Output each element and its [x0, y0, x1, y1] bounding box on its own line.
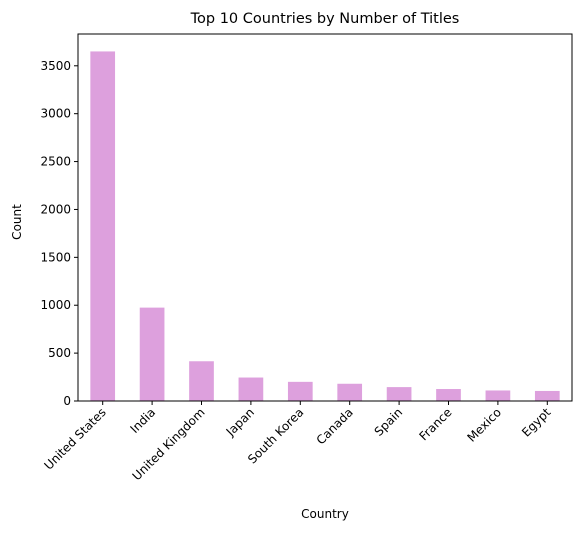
y-tick-label: 1500	[40, 250, 71, 264]
bar-japan	[238, 377, 264, 401]
bar-united-kingdom	[189, 361, 214, 401]
y-tick-label: 3500	[40, 59, 71, 73]
x-tick-label: United States	[41, 405, 108, 472]
chart-title: Top 10 Countries by Number of Titles	[190, 11, 460, 27]
x-axis-title: Country	[301, 507, 349, 521]
y-axis-ticks: 0 500 1000 1500 2000 2500 3000 3500	[40, 59, 78, 408]
y-tick-label: 2000	[40, 202, 71, 216]
x-tick-label: Egypt	[519, 405, 554, 440]
x-tick-label: Canada	[314, 405, 356, 447]
y-axis-title: Count	[10, 204, 24, 240]
y-tick-label: 1000	[40, 298, 71, 312]
x-tick-label: Mexico	[464, 405, 504, 445]
y-tick-label: 3000	[40, 107, 71, 121]
bar-mexico	[485, 390, 511, 401]
x-tick-label: India	[127, 405, 158, 436]
bar-canada	[337, 383, 363, 401]
bar-united-states	[90, 51, 116, 402]
y-tick-label: 500	[48, 346, 71, 360]
x-tick-label: Spain	[372, 405, 406, 439]
y-tick-label: 0	[63, 394, 71, 408]
plot-frame	[77, 33, 573, 402]
bar-india	[139, 307, 165, 401]
bars	[90, 51, 560, 402]
bar-egypt	[534, 390, 560, 401]
bar-spain	[386, 387, 412, 401]
bar-france	[436, 389, 461, 401]
bar-south-korea	[287, 381, 313, 401]
x-tick-label: France	[417, 405, 455, 443]
x-tick-label: Japan	[223, 405, 257, 439]
y-tick-label: 2500	[40, 155, 71, 169]
